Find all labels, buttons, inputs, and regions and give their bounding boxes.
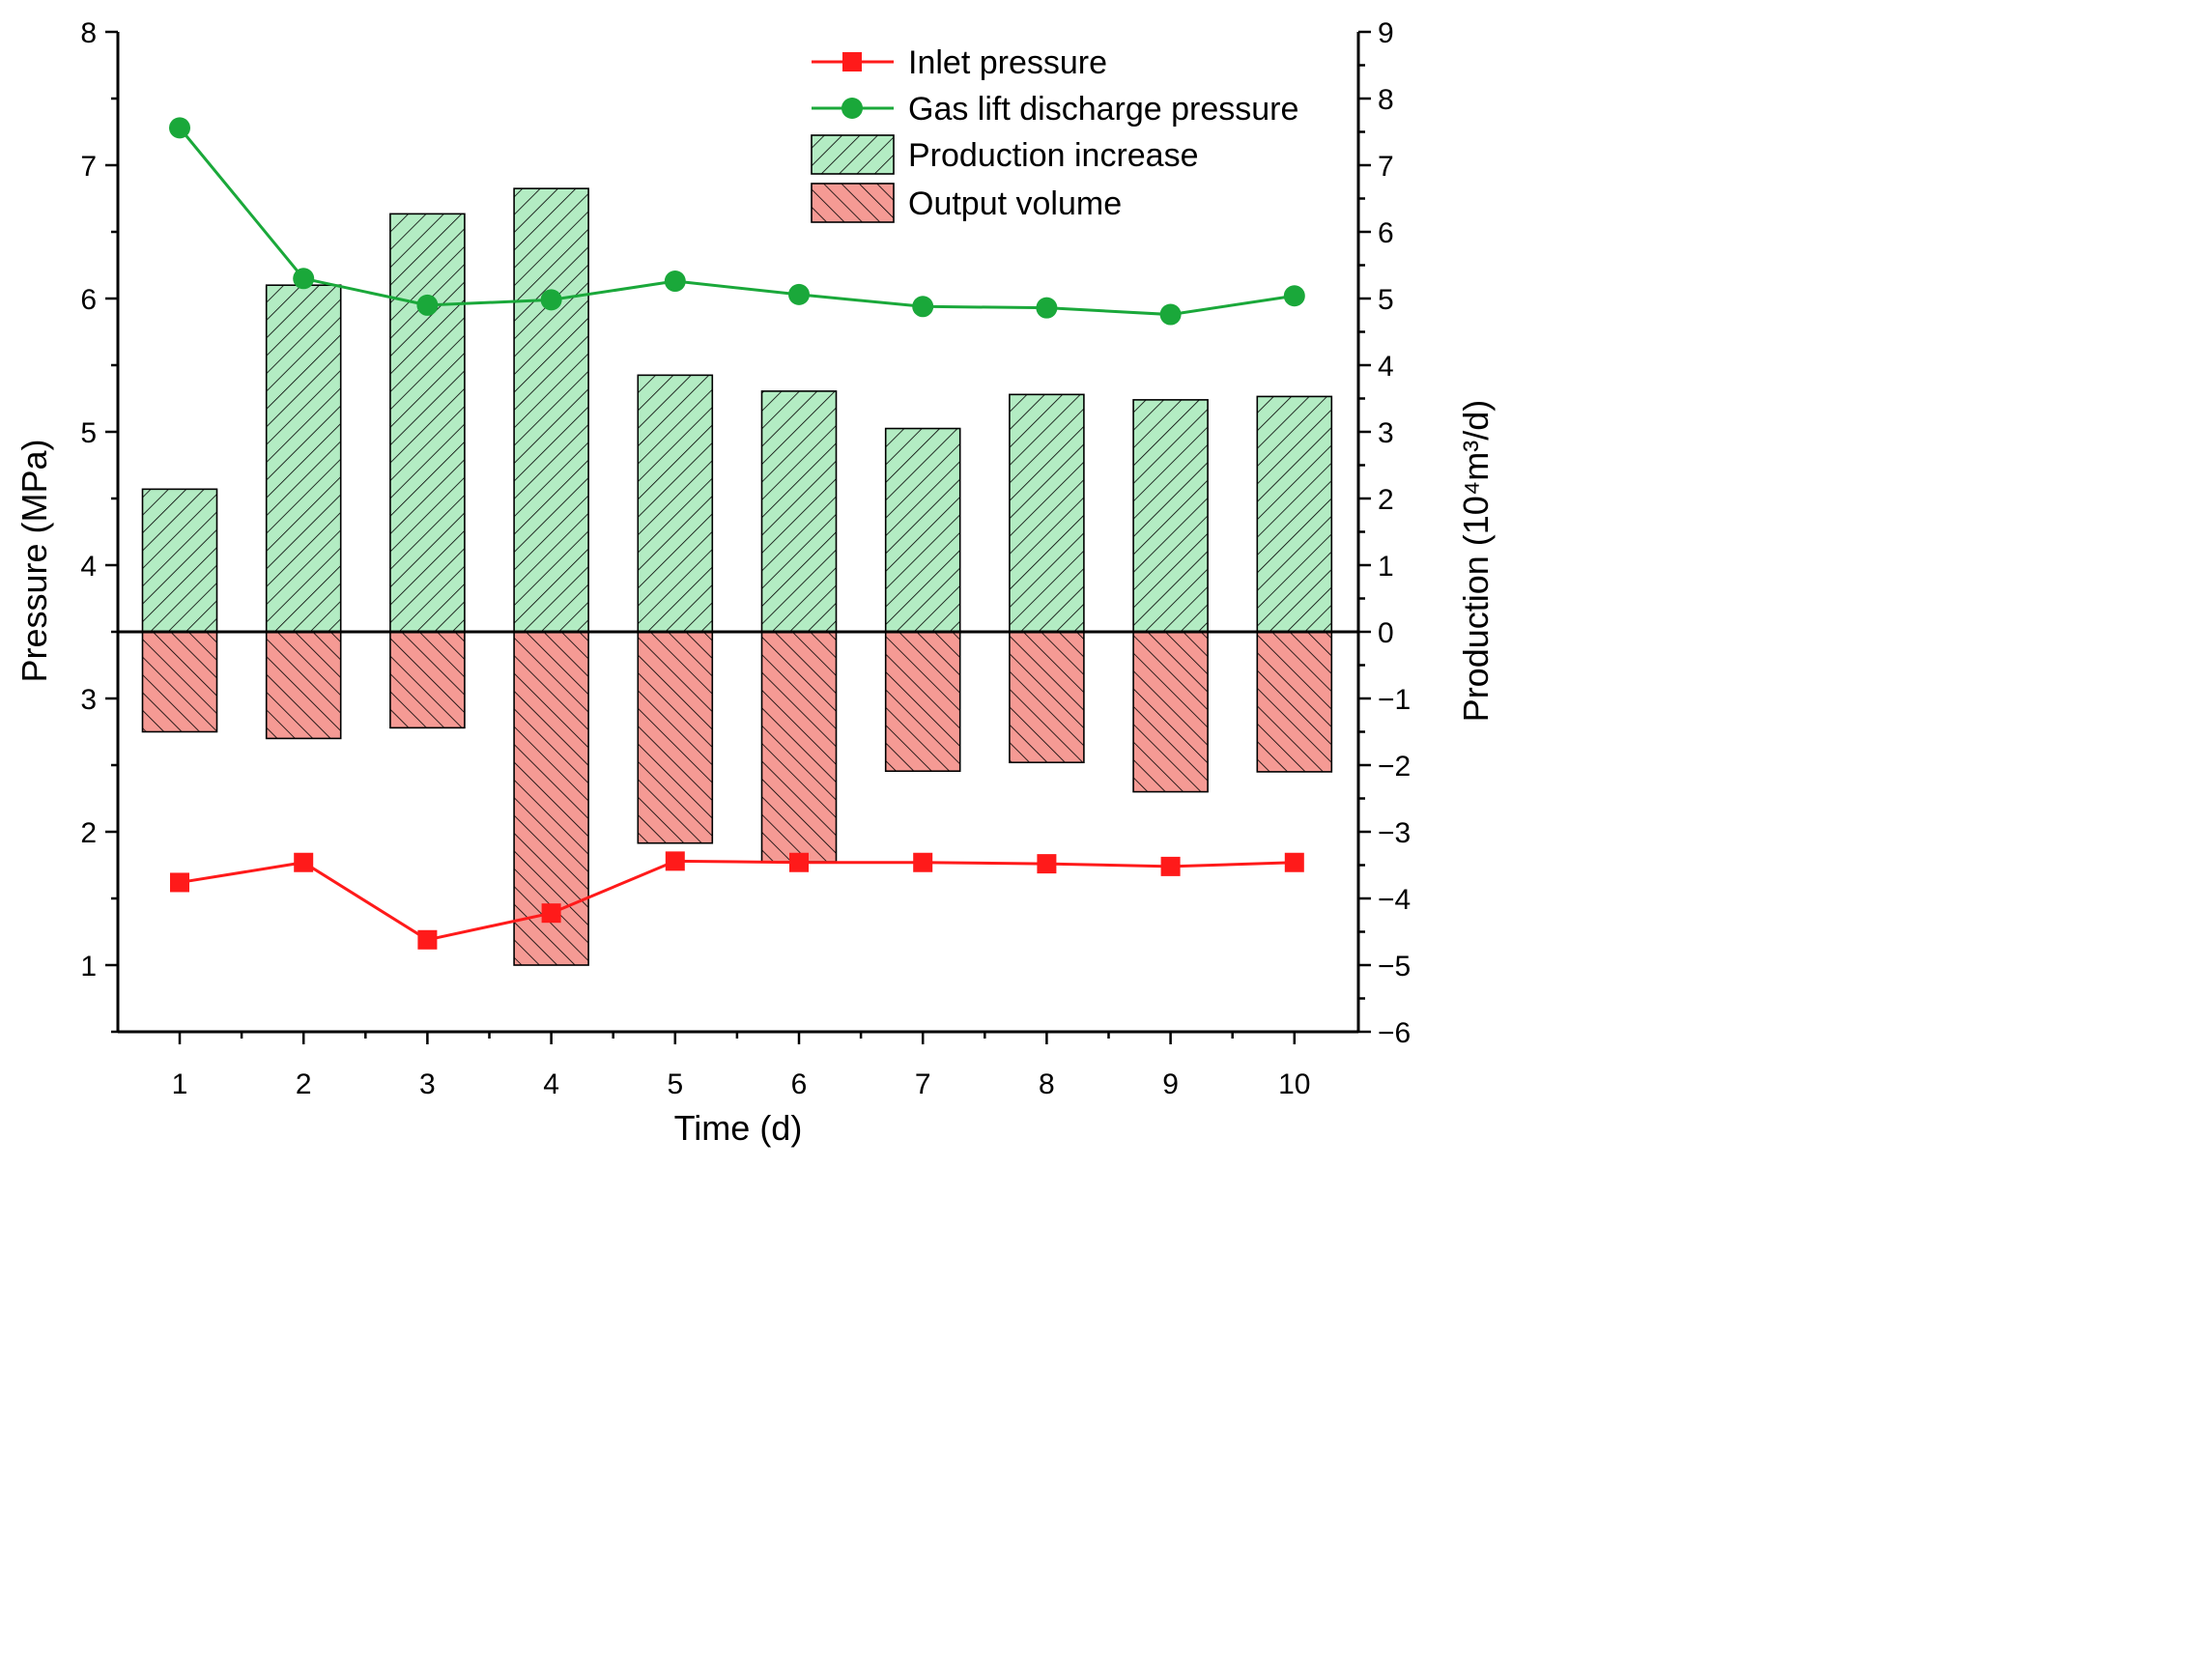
left-tick-label: 1 xyxy=(80,951,97,982)
left-tick-label: 3 xyxy=(80,684,97,716)
output-volume-bar-9 xyxy=(1132,631,1209,793)
production-increase-bar-9 xyxy=(1132,399,1209,633)
x-tick-label: 1 xyxy=(172,1068,188,1100)
inlet-pressure-line xyxy=(179,859,1295,942)
right-tick-label: 7 xyxy=(1378,151,1394,183)
right-tick-label: 4 xyxy=(1378,351,1394,383)
right-tick-label: 6 xyxy=(1378,217,1394,249)
x-tick-label: 4 xyxy=(543,1068,559,1100)
gas-lift-point-1 xyxy=(169,117,190,139)
right-tick-label: −4 xyxy=(1378,884,1411,916)
inlet-pressure-point-7 xyxy=(913,852,933,872)
output-volume-bar-10 xyxy=(1256,631,1333,773)
production-increase-bar-10 xyxy=(1256,395,1333,633)
production-increase-bar-1 xyxy=(141,488,218,633)
legend-label-production-increase: Production increase xyxy=(908,137,1199,174)
output-volume-bar-2 xyxy=(265,631,342,740)
gas-lift-point-7 xyxy=(912,296,934,318)
inlet-pressure-point-4 xyxy=(541,903,561,924)
gas-lift-point-3 xyxy=(416,294,439,316)
legend: Inlet pressure Gas lift discharge pressur… xyxy=(811,44,1298,223)
x-tick-label: 10 xyxy=(1278,1068,1310,1100)
right-tick-label: 3 xyxy=(1378,417,1394,449)
production-increase-bar-8 xyxy=(1009,393,1085,633)
right-tick-label: −3 xyxy=(1378,817,1411,849)
left-tick-label: 8 xyxy=(80,17,97,49)
production-increase-bar-2 xyxy=(265,284,342,633)
right-axis-title: Production (10⁴m³/d) xyxy=(1456,400,1496,723)
inlet-pressure-point-5 xyxy=(665,851,685,871)
right-tick-label: 9 xyxy=(1378,17,1394,49)
gas-lift-discharge-pressure-line xyxy=(178,127,1296,317)
gas-lift-point-8 xyxy=(1036,297,1058,319)
x-tick-label: 6 xyxy=(791,1068,808,1100)
inlet-pressure-point-10 xyxy=(1284,852,1304,872)
left-tick-label: 2 xyxy=(80,817,97,849)
right-tick-label: −5 xyxy=(1378,951,1411,982)
legend-label-output-volume: Output volume xyxy=(908,185,1122,222)
legend-label-inlet-pressure: Inlet pressure xyxy=(908,44,1107,81)
legend-label-gas-lift: Gas lift discharge pressure xyxy=(908,91,1298,128)
x-axis-title: Time (d) xyxy=(674,1108,803,1148)
chart: 1 2 3 4 5 6 7 8 −6 −5 −4 −3 −2 −1 0 1 2 3 4 5 6 7 8 9 1 2 3 4 5 6 7 8 9 1… xyxy=(14,17,1496,1148)
inlet-pressure-point-9 xyxy=(1160,856,1181,876)
right-tick-label: −6 xyxy=(1378,1017,1411,1049)
output-volume-bar-1 xyxy=(141,631,218,733)
legend-gas-marker xyxy=(841,98,863,119)
left-tick-label: 4 xyxy=(80,551,97,583)
output-volume-bar-5 xyxy=(637,631,714,844)
x-tick-label: 9 xyxy=(1162,1068,1179,1100)
right-tick-label: 8 xyxy=(1378,84,1394,116)
x-tick-label: 8 xyxy=(1039,1068,1055,1100)
right-tick-label: −2 xyxy=(1378,751,1411,783)
inlet-pressure-point-1 xyxy=(170,872,189,893)
gas-lift-point-2 xyxy=(293,268,315,290)
inlet-pressure-point-8 xyxy=(1037,854,1057,874)
gas-lift-point-5 xyxy=(664,271,686,293)
production-increase-bar-6 xyxy=(760,390,838,633)
x-tick-label: 7 xyxy=(915,1068,931,1100)
x-tick-label: 3 xyxy=(419,1068,436,1100)
output-volume-bar-8 xyxy=(1009,631,1085,764)
production-increase-bar-7 xyxy=(884,427,961,633)
production-increase-bar-5 xyxy=(637,374,714,633)
right-tick-label: 1 xyxy=(1378,551,1394,583)
x-tick-label: 5 xyxy=(667,1068,683,1100)
legend-inlet-marker xyxy=(842,52,862,71)
output-volume-bar-7 xyxy=(884,631,961,773)
gas-lift-point-9 xyxy=(1159,303,1182,326)
gas-lift-point-10 xyxy=(1283,285,1305,307)
output-volume-bar-6 xyxy=(760,631,838,863)
left-tick-label: 5 xyxy=(80,417,97,449)
x-tick-label: 2 xyxy=(296,1068,312,1100)
gas-lift-point-6 xyxy=(788,283,810,305)
inlet-pressure-point-2 xyxy=(294,852,314,872)
inlet-pressure-point-3 xyxy=(417,929,438,950)
right-tick-label: 0 xyxy=(1378,617,1394,649)
inlet-pressure-point-6 xyxy=(789,852,809,872)
legend-output-volume-swatch xyxy=(811,183,895,223)
production-increase-bar-3 xyxy=(389,213,466,633)
axes-layer: 1 2 3 4 5 6 7 8 −6 −5 −4 −3 −2 −1 0 1 2 3 4 5 6 7 8 9 1 2 3 4 5 6 7 8 9 1… xyxy=(14,17,1496,1148)
right-tick-label: 2 xyxy=(1378,484,1394,516)
left-axis-title: Pressure (MPa) xyxy=(14,439,54,682)
left-tick-label: 6 xyxy=(80,284,97,316)
production-increase-bar-4 xyxy=(513,187,589,633)
output-volume-bar-3 xyxy=(389,631,466,729)
gas-lift-point-4 xyxy=(540,289,562,311)
right-tick-label: −1 xyxy=(1378,684,1411,716)
bars-layer xyxy=(118,187,1358,966)
lines-layer xyxy=(169,117,1305,950)
right-tick-label: 5 xyxy=(1378,284,1394,316)
left-tick-label: 7 xyxy=(80,151,97,183)
legend-production-increase-swatch xyxy=(811,134,895,175)
